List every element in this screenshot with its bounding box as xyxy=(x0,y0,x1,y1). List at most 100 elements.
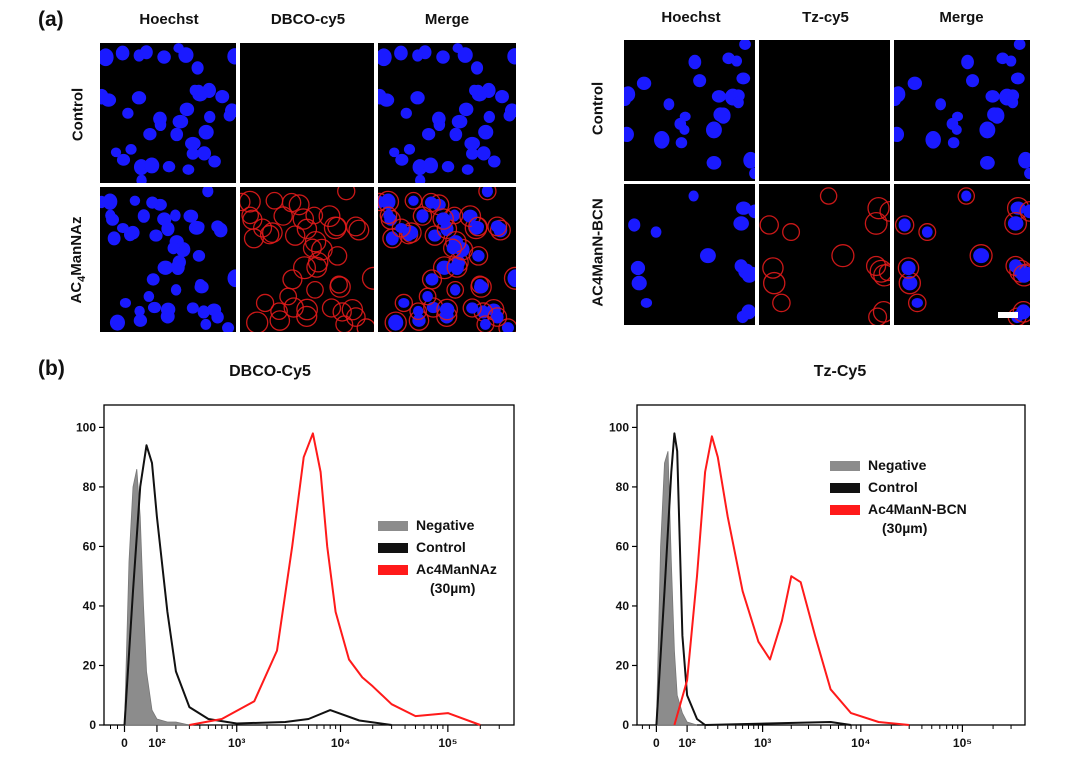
cell-nucleus xyxy=(675,137,688,149)
cell-nucleus xyxy=(197,305,210,319)
cell-membrane xyxy=(476,315,495,332)
left-row-control: Control xyxy=(69,87,87,142)
cell-membrane xyxy=(348,219,370,241)
micro-left-treated-merge xyxy=(378,187,516,332)
cell-nucleus xyxy=(1024,167,1030,180)
cell-nucleus xyxy=(125,144,137,155)
cell-nucleus xyxy=(679,111,691,122)
right-row-control: Control xyxy=(589,81,607,136)
y-tick-label: 100 xyxy=(609,420,629,434)
cell-nucleus xyxy=(449,209,460,222)
cell-nucleus xyxy=(186,302,199,314)
cell-membrane xyxy=(489,219,511,241)
cell-nucleus xyxy=(378,88,387,105)
cell-nucleus xyxy=(441,161,455,173)
cell-nucleus xyxy=(961,54,974,70)
legend-label: Negative xyxy=(416,517,475,533)
cell-nucleus xyxy=(450,284,461,296)
cell-nucleus xyxy=(416,209,429,223)
micro-left-control-merge xyxy=(378,43,516,183)
cell-nucleus xyxy=(961,190,972,202)
chart-tz-cy5: 0 20 40 60 80 100 0 10² 10³ 10⁴ 10⁵ Negative Control… xyxy=(609,404,1026,750)
legend-swatch xyxy=(830,461,860,471)
cell-membrane xyxy=(446,280,465,299)
cell-nucleus xyxy=(425,196,438,209)
cell-nucleus xyxy=(1013,40,1026,50)
y-tick-label: 60 xyxy=(83,539,97,553)
x-tick-label: 10⁵ xyxy=(953,736,972,750)
cell-membrane xyxy=(879,200,890,222)
cell-nucleus xyxy=(749,167,755,180)
cell-membrane xyxy=(865,255,887,277)
cell-nucleus xyxy=(157,260,174,275)
cell-nucleus xyxy=(412,305,424,317)
left-col-dbco: DBCO-cy5 xyxy=(270,11,346,28)
cell-nucleus xyxy=(979,121,996,139)
cell-nucleus xyxy=(966,74,980,88)
micro-left-control-dbco xyxy=(240,43,374,183)
cell-nucleus xyxy=(946,117,959,130)
cell-nucleus xyxy=(481,187,493,198)
cell-nucleus xyxy=(446,241,459,255)
cell-nucleus xyxy=(488,155,501,168)
x-tick-label: 10³ xyxy=(754,736,771,750)
x-tick-label: 10² xyxy=(678,736,695,750)
cell-membrane xyxy=(1004,211,1028,235)
cell-nucleus xyxy=(466,147,479,160)
cell-membrane xyxy=(327,246,348,266)
series-negative xyxy=(655,451,698,726)
cell-membrane xyxy=(432,208,454,230)
cell-nucleus xyxy=(748,204,755,219)
cell-nucleus xyxy=(222,322,235,332)
cell-nucleus xyxy=(693,74,707,88)
legend-swatch xyxy=(830,483,860,493)
cell-nucleus xyxy=(640,297,653,308)
cell-nucleus xyxy=(143,127,157,141)
cell-nucleus xyxy=(711,90,727,103)
cell-nucleus xyxy=(477,305,490,319)
cell-membrane xyxy=(321,298,342,318)
x-tick-label: 10² xyxy=(148,736,165,750)
cell-nucleus xyxy=(137,209,150,223)
x-tick-label: 10⁵ xyxy=(438,736,457,750)
series-treated xyxy=(189,432,481,726)
cell-nucleus xyxy=(1016,268,1030,283)
cell-nucleus xyxy=(192,221,205,232)
cell-membrane xyxy=(1019,200,1030,222)
cell-membrane xyxy=(868,307,888,325)
cell-membrane xyxy=(897,257,920,279)
cell-nucleus xyxy=(663,98,675,111)
cell-nucleus xyxy=(921,226,933,238)
cell-membrane xyxy=(1012,264,1030,287)
cell-nucleus xyxy=(733,216,749,231)
cell-nucleus xyxy=(480,318,491,330)
right-row-ac4mann-bcn: AC4ManN-BCN xyxy=(589,198,607,307)
legend-swatch xyxy=(378,543,408,553)
cell-membrane xyxy=(762,257,784,279)
y-tick-label: 0 xyxy=(622,718,629,732)
cell-membrane xyxy=(1012,301,1030,323)
cell-nucleus xyxy=(185,136,201,151)
cell-nucleus xyxy=(474,280,489,294)
cell-nucleus xyxy=(179,102,195,117)
cell-nucleus xyxy=(153,111,167,126)
cell-membrane xyxy=(292,256,317,280)
cell-membrane xyxy=(288,194,310,216)
cell-membrane xyxy=(255,293,275,313)
cell-nucleus xyxy=(107,231,121,246)
cell-membrane xyxy=(311,238,333,261)
cell-membrane xyxy=(462,298,482,318)
cell-nucleus xyxy=(450,259,464,276)
cell-nucleus xyxy=(624,94,631,107)
cell-membrane xyxy=(279,287,298,306)
cell-nucleus xyxy=(147,301,162,314)
cell-membrane xyxy=(253,218,273,238)
legend-label: Ac4ManN-BCN xyxy=(868,501,967,517)
micro-right-treated-merge xyxy=(894,184,1030,325)
cell-nucleus xyxy=(478,124,494,140)
cell-nucleus xyxy=(674,117,687,130)
cell-nucleus xyxy=(186,147,200,160)
cell-nucleus xyxy=(654,130,670,149)
cell-membrane xyxy=(240,190,261,213)
cell-nucleus xyxy=(202,187,214,198)
